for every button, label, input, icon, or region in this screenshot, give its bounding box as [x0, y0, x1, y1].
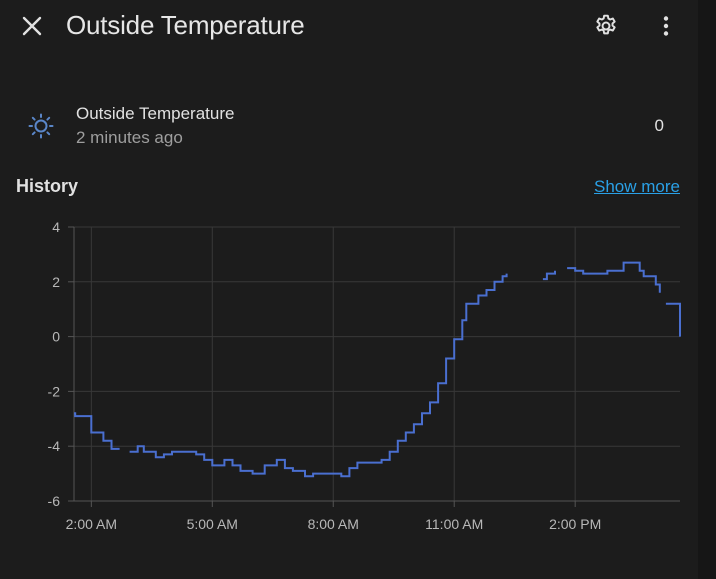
entity-state: 0: [654, 116, 664, 135]
entity-last-changed: 2 minutes ago: [76, 128, 183, 147]
dialog-title: Outside Temperature: [66, 10, 305, 40]
show-more-link[interactable]: Show more: [594, 177, 680, 196]
close-icon: [22, 16, 42, 36]
x-tick-label: 8:00 AM: [308, 516, 359, 532]
dialog-header: Outside Temperature: [0, 0, 700, 52]
y-tick-label: 2: [52, 274, 60, 290]
gear-icon: [596, 14, 616, 35]
y-tick-label: -4: [48, 438, 61, 454]
y-tick-label: 4: [52, 219, 60, 235]
history-title: History: [16, 176, 79, 196]
x-tick-label: 11:00 AM: [425, 516, 483, 532]
settings-button[interactable]: [586, 6, 626, 46]
x-tick-label: 2:00 PM: [549, 516, 601, 532]
thermometer-sun-icon: [28, 113, 54, 139]
more-options-button[interactable]: [646, 6, 686, 46]
entity-row[interactable]: Outside Temperature 2 minutes ago 0: [0, 96, 700, 156]
history-chart[interactable]: 4 2 0 -2 -4 -6 2:00 AM 5:00 AM 8:00 AM 11:00 AM 2:…: [0, 210, 700, 540]
x-tick-label: 5:00 AM: [187, 516, 238, 532]
dialog-edge: [698, 0, 716, 579]
y-tick-label: 0: [52, 329, 60, 345]
temperature-series-line: [74, 261, 681, 478]
y-tick-label: -6: [48, 493, 61, 509]
close-button[interactable]: [12, 6, 52, 46]
x-tick-label: 2:00 AM: [66, 516, 117, 532]
entity-name: Outside Temperature: [76, 104, 235, 123]
y-tick-label: -2: [48, 383, 61, 399]
more-vertical-icon: [663, 16, 669, 36]
